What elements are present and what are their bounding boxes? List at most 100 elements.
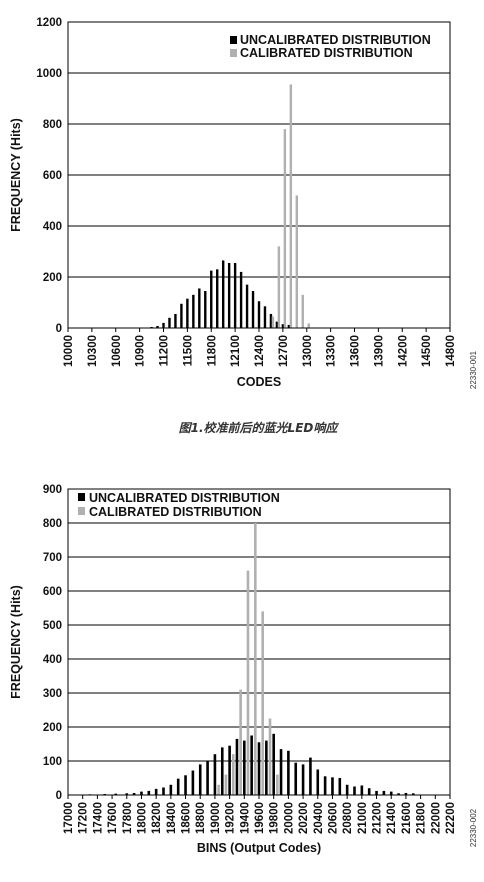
c1-bar-uncalibrated (257, 301, 261, 328)
c1-bar-uncalibrated (275, 321, 279, 328)
c1-xtick-label: 10000 (63, 335, 75, 367)
c2-xtick-label: 17800 (122, 802, 134, 834)
c2-xtick-label: 19200 (225, 802, 237, 834)
c2-bar-uncalibrated (235, 738, 239, 795)
c2-bar-calibrated (246, 570, 250, 795)
c2-ytick-label: 400 (43, 654, 62, 666)
c2-bar-uncalibrated (404, 792, 408, 795)
c2-bar-uncalibrated (228, 745, 231, 795)
c2-xtick-label: 21800 (416, 802, 428, 834)
c2-bar-uncalibrated (272, 733, 275, 795)
c2-bar-uncalibrated (265, 740, 268, 795)
c1-bar-uncalibrated (263, 306, 267, 328)
c1-xtick-label: 12700 (278, 335, 290, 367)
c2-xtick-label: 18000 (136, 802, 148, 834)
c2-xtick-label: 22000 (430, 802, 442, 834)
c2-bar-uncalibrated (331, 777, 334, 795)
c2-xtick-label: 18600 (181, 802, 193, 834)
c1-xtick-label: 11500 (182, 335, 194, 366)
c1-bar-calibrated (307, 323, 310, 328)
c2-xtick-label: 18400 (166, 802, 178, 834)
c1-xtick-label: 13900 (373, 335, 385, 367)
chart-2-figure-id: 22330-002 (469, 808, 478, 847)
chart-2-yticks: 0 100 200 300 400 500 600 700 800 900 (43, 484, 62, 802)
chart-1-legend-swatch-calibrated (230, 49, 237, 57)
c1-bar-uncalibrated (281, 324, 285, 328)
c1-bar-uncalibrated (233, 262, 237, 328)
c1-xtick-label: 14500 (421, 335, 433, 367)
c1-bar-uncalibrated (210, 270, 213, 328)
chart-2-legend-swatch-calibrated (78, 507, 85, 515)
c2-bar-uncalibrated (389, 791, 393, 795)
chart-1: 0 200 400 600 800 1000 1200 10000 10300 10600 109… (9, 17, 478, 389)
c1-xtick-label: 10900 (135, 335, 147, 367)
c1-bar-uncalibrated (162, 322, 165, 328)
c2-bar-uncalibrated (397, 793, 400, 795)
c2-xtick-label: 20200 (298, 802, 310, 834)
c2-xtick-label: 20000 (283, 802, 295, 834)
c2-bar-calibrated (239, 689, 242, 795)
c2-ytick-label: 900 (43, 484, 62, 496)
c1-xtick-label: 14200 (397, 335, 409, 367)
c1-xtick-label: 11800 (206, 335, 218, 366)
chart-1-legend-swatch-uncalibrated (230, 36, 237, 44)
c2-bar-uncalibrated (147, 790, 151, 795)
c2-xtick-label: 19800 (269, 802, 281, 834)
c2-bar-uncalibrated (375, 790, 378, 795)
c2-xtick-label: 19400 (239, 802, 251, 834)
c2-bar-calibrated (217, 784, 220, 795)
c1-bar-calibrated (271, 316, 275, 328)
chart-1-legend-label-calibrated: CALIBRATED DISTRIBUTION (240, 46, 413, 60)
c2-bar-uncalibrated (184, 775, 187, 795)
c2-xtick-label: 17400 (92, 802, 104, 834)
c2-bar-uncalibrated (382, 790, 386, 795)
c2-bar-uncalibrated (279, 749, 283, 795)
c2-bar-uncalibrated (316, 769, 320, 795)
c2-bar-uncalibrated (132, 792, 136, 795)
c2-xtick-label: 20800 (342, 802, 354, 834)
c1-ytick-label: 0 (56, 323, 62, 335)
c2-bar-calibrated (276, 774, 279, 795)
c2-xtick-label: 18800 (195, 802, 207, 834)
c2-ytick-label: 600 (43, 586, 62, 598)
c1-bar-calibrated (277, 246, 281, 328)
c2-ytick-label: 0 (56, 790, 62, 802)
c2-xtick-label: 17600 (107, 802, 119, 834)
c1-bar-uncalibrated (227, 262, 231, 328)
chart-1-xticks: 10000 10300 10600 10900 11200 11500 11800 12100… (63, 328, 457, 367)
c1-bar-uncalibrated (168, 317, 171, 328)
c1-bar-uncalibrated (186, 298, 189, 328)
chart-2-legend-swatch-uncalibrated (78, 493, 85, 501)
c2-xtick-label: 17000 (63, 802, 75, 834)
chart-2-legend-label-uncalibrated: UNCALIBRATED DISTRIBUTION (89, 491, 280, 505)
c2-bar-uncalibrated (353, 786, 356, 795)
c1-xtick-label: 13600 (350, 335, 362, 367)
c1-bar-uncalibrated (198, 288, 201, 328)
c1-bar-uncalibrated (156, 325, 159, 328)
c2-ytick-label: 200 (43, 722, 62, 734)
c2-bar-calibrated (261, 611, 264, 795)
c1-ytick-label: 1200 (36, 17, 62, 29)
c1-ytick-label: 800 (43, 119, 62, 131)
c2-bar-uncalibrated (250, 735, 253, 795)
c1-xtick-label: 12400 (254, 335, 266, 367)
c2-xtick-label: 21600 (401, 802, 413, 834)
chart-1-yticks: 0 200 400 600 800 1000 1200 (36, 17, 62, 335)
c1-ytick-label: 400 (43, 221, 62, 233)
chart-1-bars (150, 84, 310, 328)
c2-bar-calibrated (231, 754, 235, 795)
chart-1-ylabel: FREQUENCY (Hits) (9, 118, 23, 232)
c2-xtick-label: 21400 (386, 802, 398, 834)
c1-xtick-label: 12100 (230, 335, 242, 367)
chart-1-legend: UNCALIBRATED DISTRIBUTION CALIBRATED DIS… (230, 33, 431, 60)
c1-bar-uncalibrated (174, 313, 177, 328)
c2-bar-calibrated (268, 718, 272, 795)
c2-bar-uncalibrated (309, 757, 312, 795)
c1-bar-uncalibrated (269, 313, 273, 328)
c2-bar-uncalibrated (301, 764, 305, 795)
c2-bar-uncalibrated (243, 740, 246, 795)
c2-ytick-label: 100 (43, 756, 62, 768)
c2-bar-uncalibrated (162, 787, 165, 795)
c2-bar-uncalibrated (169, 784, 173, 795)
